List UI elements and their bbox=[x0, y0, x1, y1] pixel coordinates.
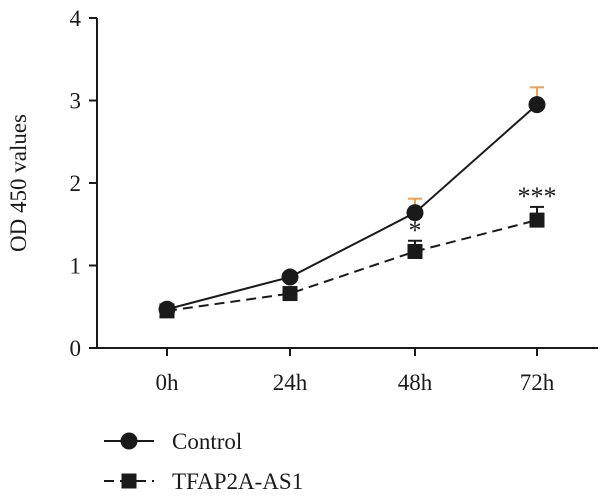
data-point-circle bbox=[528, 96, 546, 114]
y-axis-title: OD 450 values bbox=[6, 114, 31, 252]
series-line bbox=[166, 219, 538, 312]
significance-label: *** bbox=[518, 182, 557, 211]
y-tick-label: 3 bbox=[70, 89, 82, 114]
y-tick-label: 2 bbox=[70, 171, 82, 196]
data-point-square bbox=[529, 212, 545, 228]
series-line bbox=[166, 103, 538, 311]
legend-marker-circle bbox=[120, 432, 138, 450]
legend-marker-square bbox=[121, 473, 137, 489]
data-point-square bbox=[282, 286, 298, 302]
significance-label: * bbox=[409, 216, 422, 245]
data-point-square bbox=[407, 243, 423, 259]
legend-label: TFAP2A-AS1 bbox=[172, 469, 303, 494]
data-point-circle bbox=[406, 204, 424, 222]
series-lines bbox=[166, 103, 538, 312]
x-tick-label: 48h bbox=[398, 370, 433, 395]
y-tick-label: 1 bbox=[70, 254, 82, 279]
x-tick-label: 0h bbox=[156, 370, 180, 395]
x-tick-label: 72h bbox=[520, 370, 555, 395]
axes: 0 1 2 3 4 0h 24h 48h 72h OD 450 values bbox=[6, 6, 598, 395]
data-point-circle bbox=[281, 268, 299, 286]
error-bars bbox=[160, 86, 544, 311]
significance-labels: **** bbox=[409, 182, 557, 245]
data-markers bbox=[158, 96, 546, 319]
legend-label: Control bbox=[172, 429, 242, 454]
x-tick-label: 24h bbox=[273, 370, 308, 395]
y-tick-label: 4 bbox=[70, 6, 82, 31]
data-point-square bbox=[159, 303, 175, 319]
legend: Control TFAP2A-AS1 bbox=[104, 429, 303, 494]
y-tick-label: 0 bbox=[70, 336, 82, 361]
